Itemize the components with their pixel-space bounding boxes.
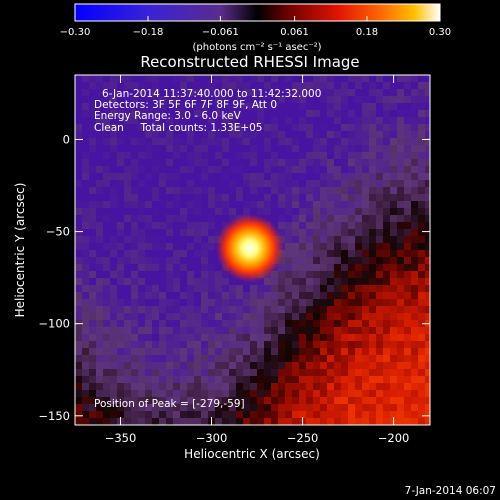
x-tick-label: −300 (196, 431, 228, 445)
x-axis-label: Heliocentric X (arcsec) (184, 447, 320, 461)
annotation-detectors: Detectors: 3F 5F 6F 7F 8F 9F, Att 0 (94, 99, 277, 111)
annotation-clean-counts: Clean Total counts: 1.33E+05 (94, 122, 263, 134)
annotation-time-range: 6-Jan-2014 11:37:40.000 to 11:42:32.000 (102, 88, 321, 100)
plot-frame (74, 74, 431, 426)
heatmap-image (75, 75, 430, 425)
colorbar-tick-label: 0.061 (280, 27, 309, 38)
y-tick-label: −100 (38, 317, 70, 331)
colorbar-units-label: (photons cm⁻² s⁻¹ asec⁻²) (192, 42, 321, 53)
annotation-energy-range: Energy Range: 3.0 - 6.0 keV (94, 110, 242, 122)
colorbar-tick-label: −0.18 (133, 27, 164, 38)
x-tick-label: −200 (378, 431, 410, 445)
colorbar-tick-label: 0.18 (356, 27, 378, 38)
colorbar-ticks: −0.30 −0.18 −0.061 0.061 0.18 0.30 (60, 16, 451, 38)
y-tick-label: 0 (63, 132, 70, 146)
y-tick-label: −50 (46, 225, 70, 239)
colorbar-tick-label: 0.30 (429, 27, 451, 38)
y-axis-label: Heliocentric Y (arcsec) (13, 183, 27, 318)
axes: −350 −300 −250 −200 −150 −100 −50 0 (38, 75, 430, 445)
x-tick-label: −350 (105, 431, 137, 445)
peak-source (215, 214, 284, 283)
footer-timestamp: 7-Jan-2014 06:07 (405, 485, 496, 497)
y-tick-label: −150 (38, 409, 70, 423)
chart-title: Reconstructed RHESSI Image (140, 53, 359, 71)
colorbar-tick-label: −0.061 (202, 27, 239, 38)
colorbar (74, 3, 441, 22)
x-tick-label: −250 (287, 431, 319, 445)
annotation-peak-position: Position of Peak = [-279,-59] (94, 398, 245, 410)
colorbar-tick-label: −0.30 (60, 27, 91, 38)
